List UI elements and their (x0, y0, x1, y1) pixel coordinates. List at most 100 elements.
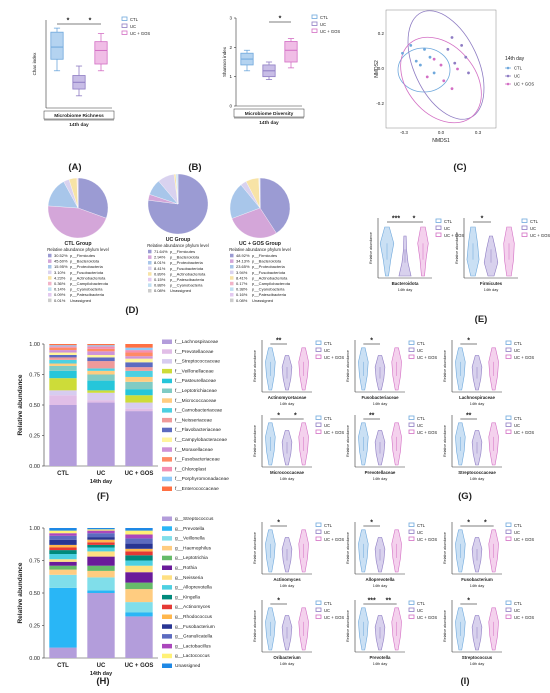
stacked-legend-label: f__Moraxellaceae (175, 447, 213, 453)
y-tick-label: 1.00 (29, 526, 40, 532)
violin-g-legend-label: UC + GOS (324, 355, 344, 360)
y-axis-label: Relative abundance (253, 425, 257, 457)
violin-i-legend-swatch (315, 607, 322, 612)
stacked-legend-label: f__Lachnospiraceae (175, 339, 219, 345)
violin-g-title: Prevotellaceae (365, 470, 396, 475)
pie-legend-swatch (148, 255, 152, 259)
violin-g-legend-swatch (315, 429, 322, 434)
violin-i-legend-label: UC + GOS (324, 537, 344, 542)
pie-legend-pct: 0.09% (54, 292, 66, 297)
violin-i-legend-label: CTL (514, 601, 523, 606)
violin-i-legend-swatch (315, 522, 322, 527)
violin-e-legend-label: UC (444, 226, 450, 231)
stacked-bar-segment (125, 589, 153, 603)
violin-i-legend-label: UC (417, 530, 423, 535)
stacked-legend-label: g__Rhodococcus (175, 614, 213, 620)
violin-e-star: *** (392, 216, 400, 223)
violin-g-legend-swatch (315, 415, 322, 420)
violin-g-legend-swatch (408, 340, 415, 345)
violin-i-star: * (484, 520, 487, 527)
stacked-bar-segment (87, 547, 115, 552)
point-0 (401, 51, 404, 55)
legend-b-label: UC (320, 22, 326, 27)
pie-legend-swatch (48, 276, 52, 280)
point-2 (456, 67, 459, 71)
stacked-legend-swatch (162, 545, 172, 551)
legend-a-label: CTL (130, 17, 139, 22)
violin-e-legend-label: UC + GOS (530, 233, 550, 238)
pie-legend-pct: 8.41% (154, 266, 166, 271)
violin-i-legend-label: UC + GOS (417, 537, 437, 542)
stacked-legend-label: f__Enterococcaceae (175, 486, 219, 492)
violin-g-legend-swatch (408, 429, 415, 434)
stacked-bar-segment (49, 370, 77, 379)
pie-legend-swatch (230, 293, 234, 297)
violin-i-title: Streptococcus (462, 655, 493, 660)
pie-legend-pct: 0.15% (154, 277, 166, 282)
stacked-legend-swatch (162, 486, 172, 491)
stacked-bar-segment (49, 395, 77, 405)
violin-i-star: ** (386, 598, 392, 605)
violin-i-legend-label: UC (514, 608, 520, 613)
stacked-bar-segment (49, 530, 77, 534)
point-1 (460, 44, 464, 47)
violin-i-title: Prevotella (370, 655, 392, 660)
violin-i-sublabel: 14th day (373, 584, 388, 588)
stacked-legend-label: f__Streptococcaceae (175, 359, 220, 365)
legend-label: UC + GOS (514, 82, 534, 87)
violin-i-legend-swatch (408, 529, 415, 534)
stacked-bar-segment (49, 352, 77, 355)
stacked-bar-segment (125, 358, 153, 363)
y-axis-label: Relative abundance (443, 610, 447, 642)
violin-i-legend-label: CTL (417, 601, 426, 606)
violin-g-star: * (467, 338, 470, 345)
stacked-bar-segment (49, 647, 77, 658)
panel-label: (B) (188, 162, 201, 173)
y-tick-label: 1 (229, 74, 232, 79)
violin-i-title: Fusobacterium (461, 577, 493, 582)
pie-caption: Relative abundance phylum level (47, 247, 109, 252)
pie-legend-swatch (48, 270, 52, 275)
stacked-bar-segment (125, 402, 153, 409)
stacked-bar-segment (125, 555, 153, 561)
violin-g-legend-label: UC + GOS (514, 430, 534, 435)
pie-legend-pct: 45.60% (54, 259, 68, 264)
violin-i-title: Oribacterium (273, 655, 300, 660)
pie-legend-label: p__Patescibacteria (170, 277, 205, 282)
violin-i-legend-swatch (505, 614, 512, 619)
violin-g-title: Actinomycetaceae (268, 395, 307, 400)
pie-legend-label: p__Bacteroidota (70, 259, 100, 264)
stacked-bar-segment (49, 344, 77, 346)
stacked-bar-segment (49, 544, 77, 548)
stacked-legend-swatch (162, 339, 172, 344)
y-tick-label: 0.50 (29, 591, 40, 597)
pie-legend-label: p__Cyanobacteria (70, 287, 103, 292)
stacked-legend-swatch (162, 526, 172, 531)
stacked-bar-segment (125, 551, 153, 556)
legend-b-swatch (311, 28, 318, 33)
stacked-legend-swatch (162, 516, 172, 521)
stacked-legend-label: f__Porphyromonadaceae (175, 476, 229, 482)
violin-e-title: Firmicutes (480, 281, 503, 286)
pie-legend-swatch (230, 281, 234, 286)
stacked-legend-swatch (162, 378, 172, 384)
stacked-bar-segment (125, 389, 153, 396)
stacked-bar-segment (125, 408, 153, 412)
y-tick-label: 0.00 (29, 656, 40, 662)
violin-g-star: * (294, 413, 297, 420)
stacked-bar-segment (49, 354, 77, 358)
violin-g-legend-swatch (408, 354, 415, 359)
pie-legend-pct: 2.94% (154, 255, 166, 260)
stacked-bar-segment (49, 547, 77, 551)
point-1 (446, 47, 450, 51)
y-axis-label: Relative abundance (346, 350, 350, 382)
x-tick-label: 0.3 (475, 130, 482, 135)
stacked-bar-segment (87, 533, 115, 538)
violin-i-legend-label: UC + GOS (324, 615, 344, 620)
pie-legend-pct: 0.17% (236, 281, 248, 286)
violin-i-legend-swatch (315, 614, 322, 619)
violin-e-legend-swatch (435, 218, 442, 223)
panel-label: (H) (96, 676, 109, 687)
stacked-bar-segment (125, 602, 153, 613)
violin-i-legend-swatch (505, 607, 512, 612)
